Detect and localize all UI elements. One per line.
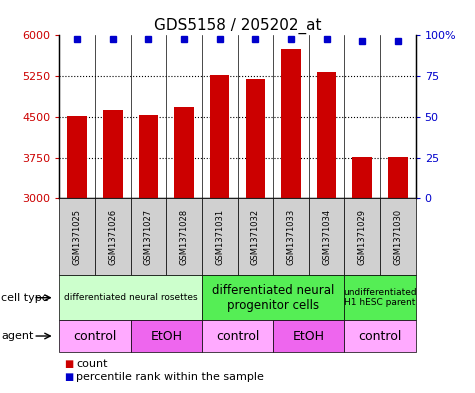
- Text: count: count: [76, 358, 107, 369]
- Bar: [388, 157, 408, 198]
- Text: GSM1371031: GSM1371031: [215, 209, 224, 265]
- Bar: [210, 75, 229, 198]
- Text: differentiated neural
progenitor cells: differentiated neural progenitor cells: [212, 284, 334, 312]
- Text: GSM1371026: GSM1371026: [108, 209, 117, 265]
- Text: undifferentiated
H1 hESC parent: undifferentiated H1 hESC parent: [343, 288, 417, 307]
- Text: GSM1371030: GSM1371030: [393, 209, 402, 265]
- Bar: [174, 107, 194, 198]
- Text: EtOH: EtOH: [293, 329, 325, 343]
- Bar: [67, 116, 87, 198]
- Text: GSM1371027: GSM1371027: [144, 209, 153, 265]
- Text: ■: ■: [64, 358, 73, 369]
- Bar: [281, 49, 301, 198]
- Text: GSM1371034: GSM1371034: [322, 209, 331, 265]
- Text: GSM1371029: GSM1371029: [358, 209, 367, 265]
- Text: GSM1371028: GSM1371028: [180, 209, 189, 265]
- Text: EtOH: EtOH: [150, 329, 182, 343]
- Text: control: control: [358, 329, 402, 343]
- Text: ■: ■: [64, 372, 73, 382]
- Text: percentile rank within the sample: percentile rank within the sample: [76, 372, 264, 382]
- Text: cell type: cell type: [1, 293, 48, 303]
- Text: GSM1371025: GSM1371025: [73, 209, 82, 265]
- Text: control: control: [216, 329, 259, 343]
- Text: control: control: [73, 329, 117, 343]
- Text: agent: agent: [1, 331, 33, 341]
- Bar: [139, 115, 158, 198]
- Text: GSM1371032: GSM1371032: [251, 209, 260, 265]
- Bar: [352, 157, 372, 198]
- Title: GDS5158 / 205202_at: GDS5158 / 205202_at: [154, 18, 321, 34]
- Bar: [103, 110, 123, 198]
- Text: GSM1371033: GSM1371033: [286, 209, 295, 265]
- Bar: [317, 72, 336, 198]
- Bar: [246, 79, 265, 198]
- Text: differentiated neural rosettes: differentiated neural rosettes: [64, 293, 198, 302]
